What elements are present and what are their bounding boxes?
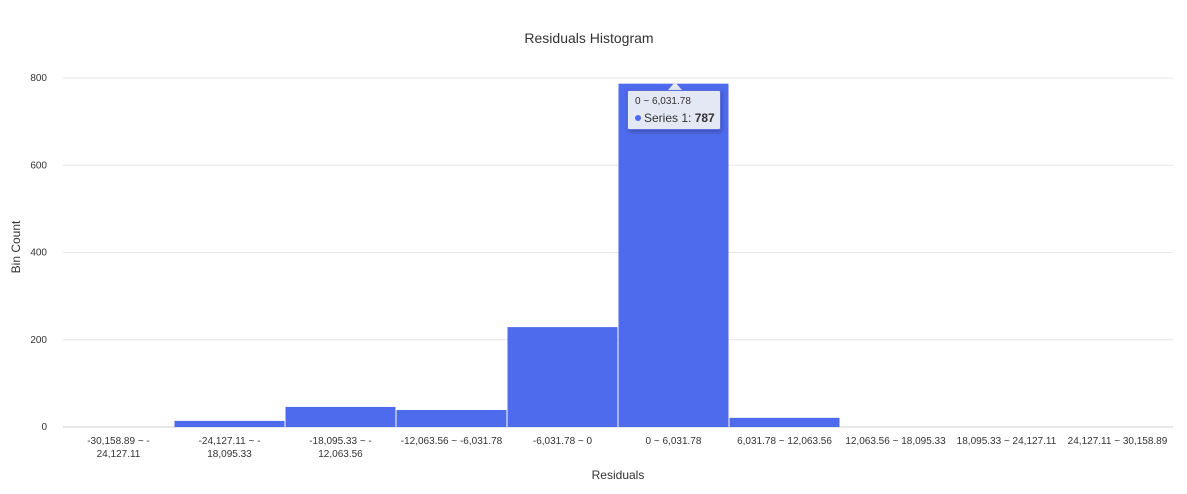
chart-title: Residuals Histogram (524, 30, 653, 46)
y-tick-label: 0 (41, 422, 47, 433)
y-tick-label: 800 (30, 73, 47, 84)
tooltip-header: 0 ~ 6,031.78 (635, 96, 691, 107)
histogram-bar (396, 409, 507, 427)
histogram-bar (507, 327, 618, 427)
x-axis-label: Residuals (592, 468, 645, 482)
tooltip-value: 787 (694, 111, 715, 125)
y-axis-ticks: 0 200 400 600 800 (30, 73, 47, 433)
x-tick-label: -6,031.78 ~ 0 (533, 436, 593, 447)
x-tick-label: 18,095.33 ~ 24,127.11 (957, 436, 1057, 447)
x-tick-label: 6,031.78 ~ 12,063.56 (737, 436, 832, 447)
tooltip-series-label: Series 1 (644, 111, 689, 125)
histogram-bar (618, 83, 729, 427)
grid-lines (63, 77, 1173, 428)
y-tick-label: 600 (30, 160, 47, 171)
tooltip-row: Series 1: 787 (635, 110, 715, 126)
x-axis-ticks: -30,158.89 ~ -24,127.11 -24,127.11 ~ -18,… (87, 436, 1168, 460)
bar-tooltip: 0 ~ 6,031.78 Series 1: 787 (627, 90, 721, 130)
x-tick-label: 12,063.56 ~ 18,095.33 (845, 436, 946, 447)
tooltip-pointer (668, 82, 682, 90)
x-tick-label: -30,158.89 ~ -24,127.11 (87, 436, 150, 460)
y-axis-label: Bin Count (9, 220, 23, 273)
x-tick-label: -12,063.56 ~ -6,031.78 (401, 436, 503, 447)
histogram-bar (174, 420, 285, 427)
x-tick-label: -24,127.11 ~ -18,095.33 (199, 436, 261, 460)
y-tick-label: 400 (30, 248, 47, 259)
series-color-dot (635, 115, 641, 121)
x-tick-label: 24,127.11 ~ 30,158.89 (1068, 436, 1168, 447)
x-tick-label: -18,095.33 ~ -12,063.56 (309, 436, 372, 460)
histogram-bar (285, 406, 396, 427)
y-tick-label: 200 (30, 335, 47, 346)
histogram-bar (729, 417, 840, 427)
bars (174, 83, 840, 427)
x-tick-label: 0 ~ 6,031.78 (646, 436, 702, 447)
